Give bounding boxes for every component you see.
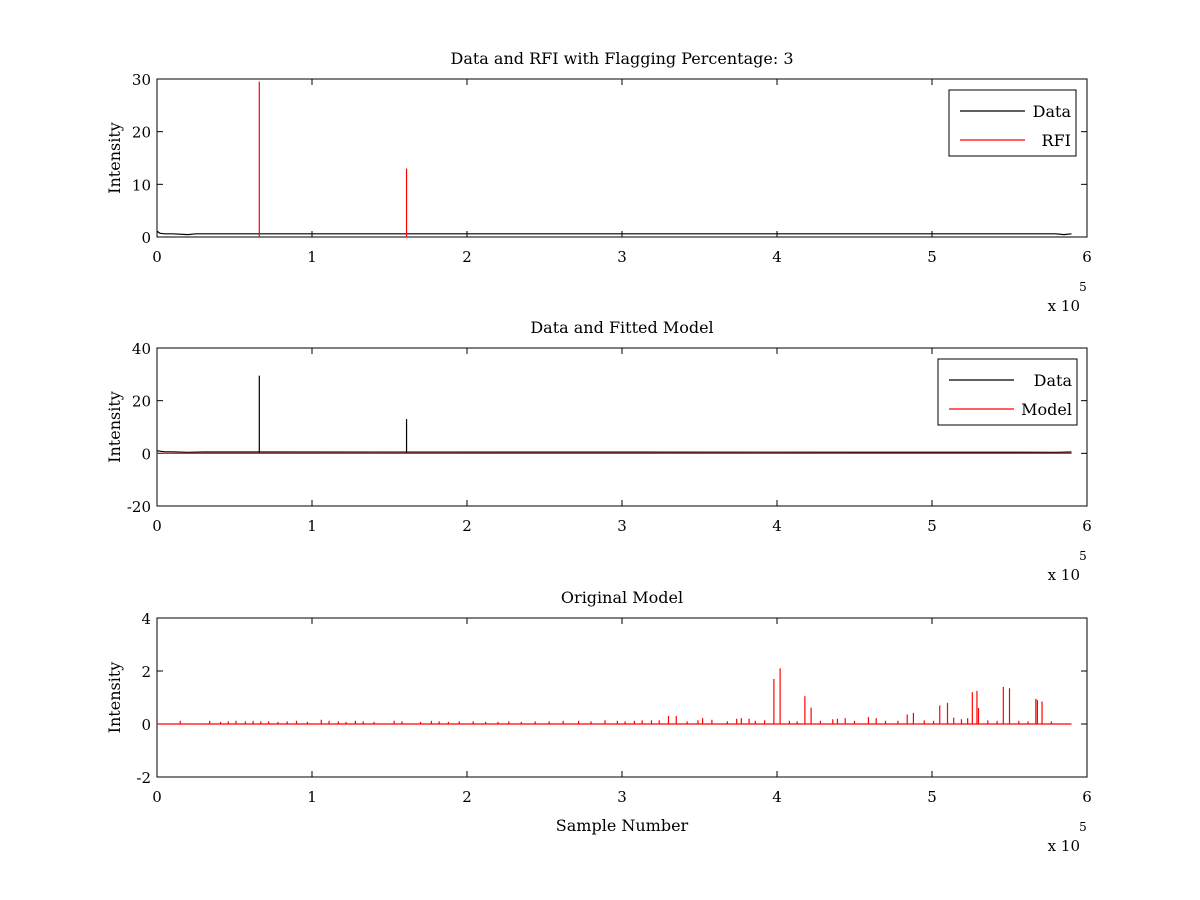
- x-tick-label: 2: [462, 517, 472, 535]
- y-tick-label: 2: [141, 663, 151, 681]
- legend-box: [948, 89, 1077, 157]
- subplot-1: 0 1 2 3 4 5 6 0 10 20 30 Data and RFI with Flagging…: [105, 49, 1092, 315]
- y-tick-label: 0: [141, 229, 151, 247]
- x-multiplier: x 10: [1048, 566, 1080, 584]
- x-tick-label: 6: [1082, 248, 1092, 266]
- series-data: [156, 375, 1072, 454]
- y-tick-label: 0: [141, 716, 151, 734]
- axes-box: [156, 347, 1088, 507]
- series-line: [156, 230, 1072, 236]
- series-model-curve: [157, 668, 1072, 725]
- x-tick-label: 5: [927, 517, 937, 535]
- chart-title: Data and RFI with Flagging Percentage: 3: [450, 49, 793, 68]
- legend-entry: Data: [1033, 102, 1072, 121]
- x-tick-label: 3: [617, 248, 627, 266]
- series-data: [156, 230, 1072, 236]
- y-tick-label: 30: [132, 71, 151, 89]
- series-line: [156, 450, 1072, 453]
- y-tick-label: -20: [127, 498, 151, 516]
- x-tick-label: 5: [927, 248, 937, 266]
- x-tick-label: 1: [307, 788, 317, 806]
- y-axis-label: Intensity: [105, 391, 124, 463]
- axes-box: [156, 78, 1088, 238]
- x-multiplier: x 10: [1048, 837, 1080, 855]
- y-tick-label: 20: [132, 393, 151, 411]
- x-tick-label: 1: [307, 517, 317, 535]
- x-multiplier-exponent: 5: [1079, 820, 1087, 834]
- legend-entry: RFI: [1042, 131, 1071, 150]
- x-multiplier-exponent: 5: [1079, 280, 1087, 294]
- chart-title: Original Model: [561, 588, 683, 607]
- y-tick-label: 4: [141, 610, 151, 628]
- x-tick-label: 4: [772, 248, 782, 266]
- x-tick-label: 6: [1082, 517, 1092, 535]
- x-tick-label: 6: [1082, 788, 1092, 806]
- x-multiplier: x 10: [1048, 297, 1080, 315]
- y-tick-label: 40: [132, 340, 151, 358]
- legend-entry: Data: [1034, 371, 1073, 390]
- y-tick-label: 10: [132, 176, 151, 194]
- y-tick-label: 20: [132, 124, 151, 142]
- x-tick-label: 2: [462, 248, 472, 266]
- x-tick-label: 4: [772, 788, 782, 806]
- x-tick-label: 0: [152, 788, 162, 806]
- x-tick-label: 4: [772, 517, 782, 535]
- series-rfi: [258, 81, 408, 237]
- axes-box: [156, 617, 1088, 778]
- y-tick-label: -2: [136, 769, 151, 787]
- chart-title: Data and Fitted Model: [530, 318, 713, 337]
- legend: Data RFI: [948, 89, 1077, 157]
- legend: Data Model: [937, 358, 1078, 426]
- y-axis-label: Intensity: [105, 122, 124, 194]
- x-multiplier-exponent: 5: [1079, 549, 1087, 563]
- legend-box: [937, 358, 1078, 426]
- x-tick-label: 0: [152, 517, 162, 535]
- y-tick-label: 0: [141, 445, 151, 463]
- legend-entry: Model: [1021, 400, 1072, 419]
- x-tick-label: 5: [927, 788, 937, 806]
- x-tick-label: 2: [462, 788, 472, 806]
- x-tick-label: 0: [152, 248, 162, 266]
- x-tick-label: 3: [617, 517, 627, 535]
- x-axis-label: Sample Number: [556, 816, 689, 835]
- x-tick-label: 3: [617, 788, 627, 806]
- x-tick-label: 1: [307, 248, 317, 266]
- y-axis-label: Intensity: [105, 662, 124, 734]
